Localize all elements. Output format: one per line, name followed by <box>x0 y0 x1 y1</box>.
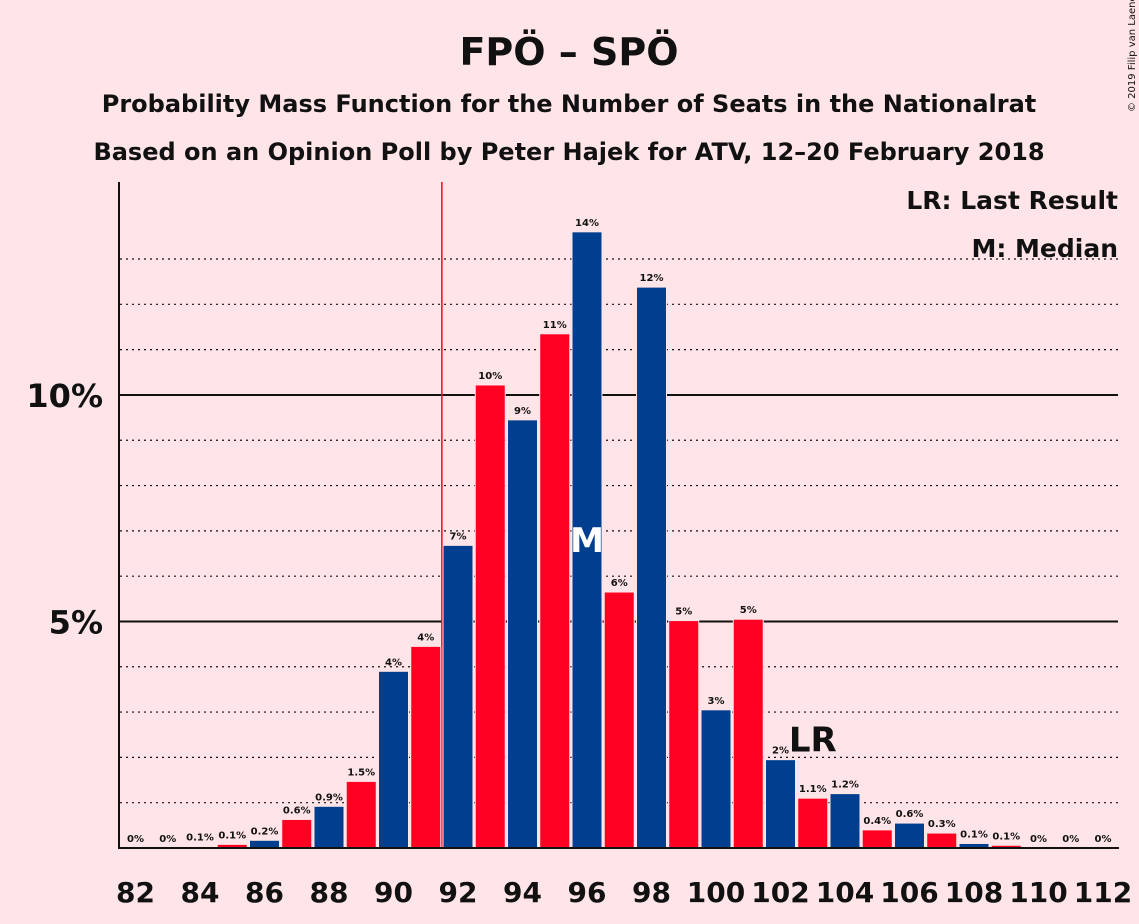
bar-value-label: 2% <box>772 746 789 757</box>
copyright-text: © 2019 Filip van Laenen <box>1127 0 1138 112</box>
bar-value-label: 4% <box>385 657 402 668</box>
markers: M LR <box>570 521 837 760</box>
bar <box>732 618 764 849</box>
bar <box>539 333 571 849</box>
x-tick-label: 84 <box>181 876 220 909</box>
bar-value-label: 4% <box>417 632 434 643</box>
bar-value-label: 0% <box>1095 834 1112 845</box>
bar <box>313 805 345 849</box>
x-tick-label: 94 <box>503 876 542 909</box>
x-tick-label: 112 <box>1074 876 1132 909</box>
bar-value-label: 0.3% <box>928 819 956 830</box>
x-tick-label: 86 <box>245 876 284 909</box>
bar-value-label: 0.9% <box>315 792 343 803</box>
bar <box>894 822 925 849</box>
bar-value-label: 5% <box>740 605 757 616</box>
bar-value-label: 0.6% <box>283 805 311 816</box>
median-marker: M <box>570 521 604 561</box>
bar <box>378 670 409 849</box>
bar-labels: 0% 0% 0.1% 0.1% 0.2% 0.6% 0.9% 1.5% 4% 4% 7% 10% 9% 1… <box>127 218 1111 845</box>
bar <box>507 419 538 849</box>
bar <box>410 645 442 849</box>
bar <box>474 384 506 849</box>
chart-title: FPÖ – SPÖ <box>459 30 678 74</box>
bar <box>829 793 861 849</box>
bar <box>249 839 280 849</box>
bar <box>861 829 893 849</box>
bar-value-label: 0% <box>1062 834 1079 845</box>
x-tick-label: 98 <box>632 876 671 909</box>
bar <box>765 759 796 849</box>
x-tick-label: 96 <box>568 876 607 909</box>
bar-value-label: 12% <box>640 273 664 284</box>
bar-value-label: 0.1% <box>960 829 988 840</box>
bar-value-label: 1.1% <box>799 784 827 795</box>
chart-subtitle-2: Based on an Opinion Poll by Peter Hajek … <box>93 138 1044 166</box>
x-tick-label: 82 <box>116 876 155 909</box>
bar-value-label: 0% <box>1030 834 1047 845</box>
x-tick-label: 104 <box>816 876 874 909</box>
x-tick-label: 100 <box>687 876 745 909</box>
bar-value-label: 3% <box>708 696 725 707</box>
bar <box>636 286 667 849</box>
bar-value-label: 1.5% <box>347 767 375 778</box>
bar-value-label: 0.4% <box>863 816 891 827</box>
legend-median: M: Median <box>971 234 1118 263</box>
x-tick-label: 108 <box>945 876 1003 909</box>
bar-value-label: 6% <box>611 578 628 589</box>
bar-value-label: 1.2% <box>831 780 859 791</box>
x-tick-label: 90 <box>374 876 413 909</box>
chart-subtitle-1: Probability Mass Function for the Number… <box>102 90 1037 118</box>
bar <box>926 832 958 849</box>
bar <box>571 231 603 849</box>
bar-value-label: 11% <box>543 320 567 331</box>
y-tick-label: 10% <box>26 377 103 415</box>
legend-last-result: LR: Last Result <box>906 186 1118 215</box>
bar-value-label: 0.1% <box>992 831 1020 842</box>
bar-value-label: 9% <box>514 406 531 417</box>
bar <box>797 797 829 849</box>
bar <box>281 818 313 849</box>
x-tick-label: 110 <box>1009 876 1067 909</box>
y-tick-label: 5% <box>49 603 103 641</box>
bars <box>184 182 1022 849</box>
bar-value-label: 10% <box>478 371 502 382</box>
x-tick-label: 92 <box>439 876 478 909</box>
x-tick-label: 106 <box>880 876 938 909</box>
bar-value-label: 0.2% <box>251 826 279 837</box>
bar-value-label: 5% <box>675 607 692 618</box>
x-tick-label: 88 <box>310 876 349 909</box>
bar <box>442 544 474 849</box>
bar-value-label: 0.6% <box>896 809 924 820</box>
bar-value-label: 0.1% <box>218 830 246 841</box>
bar-value-label: 14% <box>575 218 599 229</box>
x-tick-label: 102 <box>751 876 809 909</box>
bar <box>668 620 700 849</box>
bar-value-label: 0% <box>159 834 176 845</box>
bar-value-label: 0.1% <box>186 833 214 844</box>
x-axis-ticks: 82 84 86 88 90 92 94 96 98 100 102 104 106 108 110 112 <box>116 876 1132 909</box>
y-axis-ticks: 5% 10% <box>26 377 103 642</box>
last-result-marker: LR <box>789 720 837 760</box>
bar <box>603 591 635 849</box>
bar <box>345 780 377 849</box>
bar <box>700 709 732 849</box>
bar-value-label: 7% <box>450 531 467 542</box>
bar-value-label: 0% <box>127 834 144 845</box>
